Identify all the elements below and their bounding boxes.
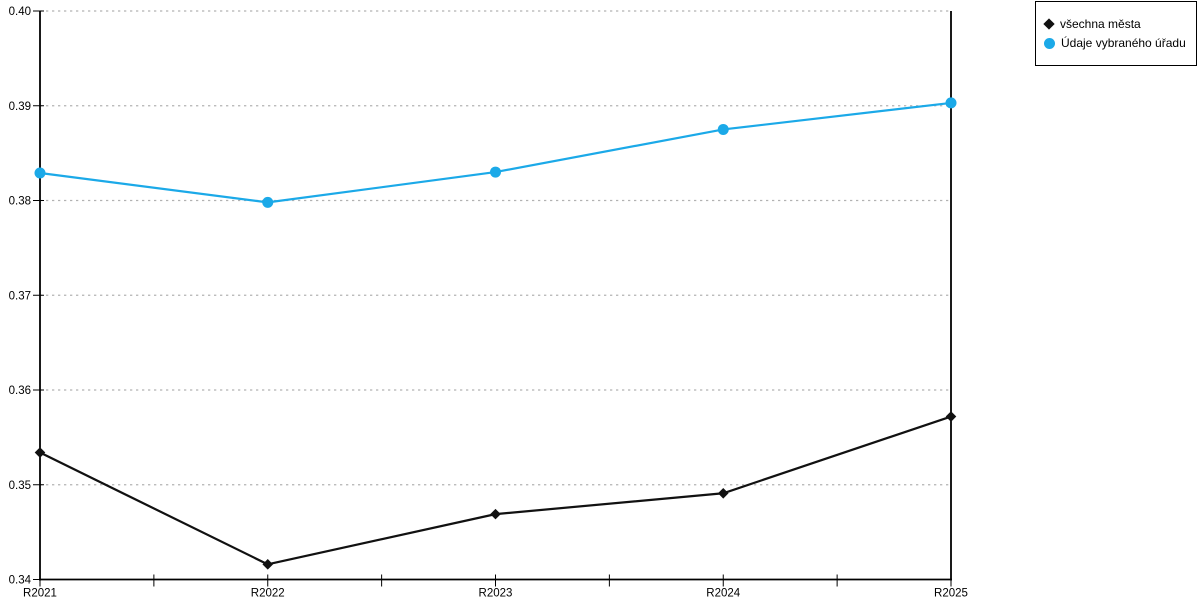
x-tick-label: R2024 <box>706 588 740 600</box>
data-point-diamond <box>262 559 274 570</box>
legend: všechna města Údaje vybraného úřadu <box>1035 1 1197 66</box>
data-point-diamond <box>945 411 957 422</box>
data-point-diamond <box>717 487 729 499</box>
y-tick-label: 0.39 <box>9 101 31 113</box>
legend-label: všechna města <box>1060 17 1141 31</box>
data-point-circle <box>717 123 729 135</box>
data-point-diamond <box>490 508 501 520</box>
y-tick-label: 0.35 <box>9 480 31 492</box>
data-point-circle <box>262 196 274 208</box>
data-point-diamond <box>34 447 46 458</box>
x-tick-label: R2022 <box>251 588 285 600</box>
data-point-circle <box>945 97 957 109</box>
y-tick-label: 0.40 <box>9 6 31 18</box>
x-tick-label: R2023 <box>479 588 513 600</box>
legend-label: Údaje vybraného úřadu <box>1061 36 1186 50</box>
x-tick-label: R2025 <box>934 588 968 600</box>
x-tick-label: R2021 <box>23 588 57 600</box>
y-tick-label: 0.36 <box>9 385 31 397</box>
y-tick-label: 0.37 <box>9 290 31 302</box>
data-point-circle <box>34 167 46 179</box>
legend-item-all-cities: všechna města <box>1043 17 1196 31</box>
diamond-icon <box>1043 18 1055 30</box>
circle-icon <box>1044 37 1055 49</box>
series-line-diamond <box>39 415 952 566</box>
y-tick-label: 0.38 <box>9 196 31 208</box>
data-point-circle <box>490 166 501 178</box>
series-line-circle <box>39 101 952 204</box>
legend-item-selected-office: Údaje vybraného úřadu <box>1044 37 1196 49</box>
y-tick-label: 0.34 <box>9 575 32 587</box>
